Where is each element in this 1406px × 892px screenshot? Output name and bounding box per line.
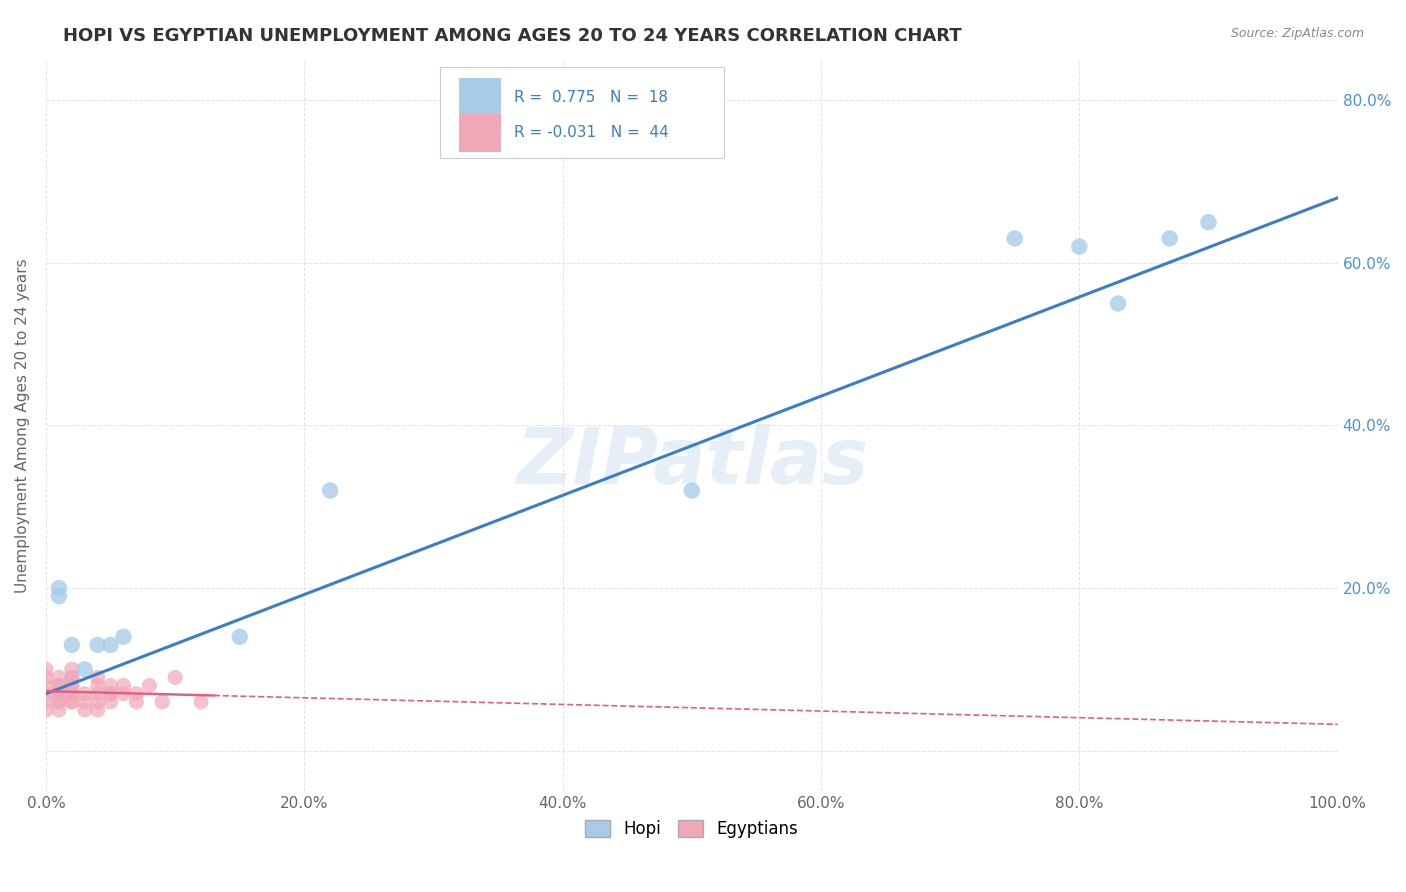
Point bbox=[1159, 231, 1181, 245]
Point bbox=[681, 483, 703, 498]
Point bbox=[86, 670, 108, 684]
Point bbox=[100, 638, 122, 652]
Point bbox=[165, 670, 187, 684]
Point bbox=[125, 695, 148, 709]
Point bbox=[35, 695, 58, 709]
Point bbox=[48, 670, 70, 684]
Point bbox=[100, 695, 122, 709]
Point bbox=[48, 695, 70, 709]
Point bbox=[73, 695, 96, 709]
Point bbox=[73, 687, 96, 701]
Point bbox=[86, 638, 108, 652]
Point bbox=[228, 630, 250, 644]
Point bbox=[60, 638, 83, 652]
Text: R =  0.775   N =  18: R = 0.775 N = 18 bbox=[513, 90, 668, 105]
Point bbox=[60, 695, 83, 709]
Point bbox=[86, 687, 108, 701]
Point bbox=[48, 679, 70, 693]
Point bbox=[73, 662, 96, 676]
Point bbox=[60, 687, 83, 701]
Point bbox=[86, 679, 108, 693]
Point bbox=[100, 687, 122, 701]
Point bbox=[48, 695, 70, 709]
Point bbox=[60, 679, 83, 693]
Point bbox=[35, 687, 58, 701]
Point bbox=[48, 581, 70, 595]
Point bbox=[100, 679, 122, 693]
FancyBboxPatch shape bbox=[440, 67, 724, 159]
Point bbox=[138, 679, 160, 693]
Point bbox=[48, 687, 70, 701]
Point bbox=[60, 662, 83, 676]
Point bbox=[60, 695, 83, 709]
Point bbox=[1004, 231, 1026, 245]
Point bbox=[48, 679, 70, 693]
Point bbox=[60, 670, 83, 684]
Point bbox=[35, 662, 58, 676]
Point bbox=[86, 695, 108, 709]
Point bbox=[73, 703, 96, 717]
Text: R = -0.031   N =  44: R = -0.031 N = 44 bbox=[513, 126, 668, 140]
Point bbox=[48, 687, 70, 701]
Point bbox=[1069, 239, 1091, 253]
Point bbox=[112, 687, 135, 701]
FancyBboxPatch shape bbox=[460, 78, 501, 117]
FancyBboxPatch shape bbox=[460, 114, 501, 152]
Text: Source: ZipAtlas.com: Source: ZipAtlas.com bbox=[1230, 27, 1364, 40]
Point bbox=[1107, 296, 1129, 310]
Text: HOPI VS EGYPTIAN UNEMPLOYMENT AMONG AGES 20 TO 24 YEARS CORRELATION CHART: HOPI VS EGYPTIAN UNEMPLOYMENT AMONG AGES… bbox=[63, 27, 962, 45]
Point bbox=[150, 695, 173, 709]
Point bbox=[35, 679, 58, 693]
Point bbox=[35, 670, 58, 684]
Point bbox=[48, 687, 70, 701]
Point bbox=[125, 687, 148, 701]
Point bbox=[48, 589, 70, 603]
Point bbox=[86, 703, 108, 717]
Point bbox=[60, 687, 83, 701]
Text: ZIPatlas: ZIPatlas bbox=[516, 424, 868, 500]
Point bbox=[35, 703, 58, 717]
Point bbox=[1198, 215, 1220, 229]
Point bbox=[100, 687, 122, 701]
Y-axis label: Unemployment Among Ages 20 to 24 years: Unemployment Among Ages 20 to 24 years bbox=[15, 258, 30, 593]
Point bbox=[319, 483, 342, 498]
Point bbox=[112, 679, 135, 693]
Legend: Hopi, Egyptians: Hopi, Egyptians bbox=[579, 814, 804, 845]
Point bbox=[112, 630, 135, 644]
Point bbox=[60, 679, 83, 693]
Point bbox=[190, 695, 212, 709]
Point bbox=[48, 703, 70, 717]
Point bbox=[60, 670, 83, 684]
